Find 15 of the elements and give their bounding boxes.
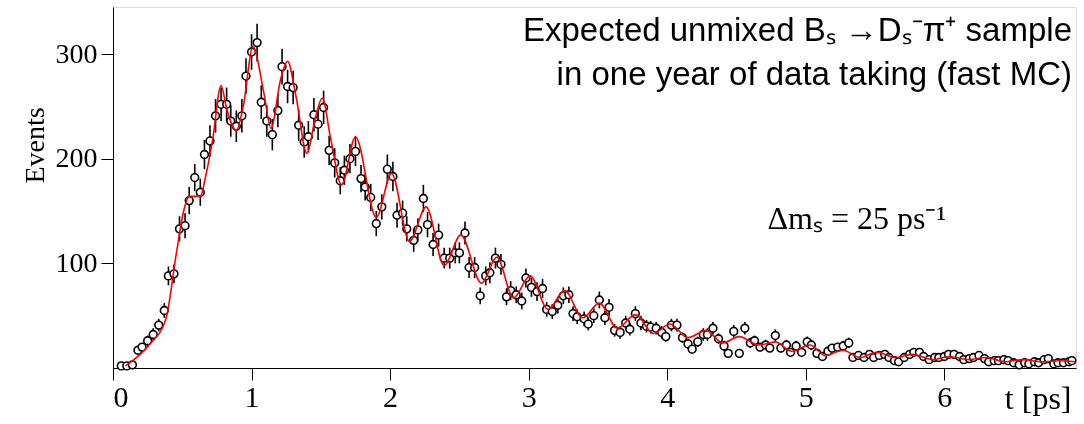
x-axis-title: t [ps] (1004, 379, 1072, 416)
x-tick-label: 4 (660, 379, 676, 413)
x-tick-label: 0 (113, 379, 129, 413)
x-tick-label: 6 (937, 379, 953, 413)
y-axis-title: Events (18, 107, 50, 184)
annotation: in one year of data taking (fast MC) (556, 55, 1072, 92)
x-tick-label: 1 (244, 379, 260, 413)
x-tick-label: 2 (383, 379, 399, 413)
y-tick-label: 200 (55, 142, 98, 174)
annotation: Δmₛ = 25 ps⁻¹ (767, 200, 946, 236)
x-tick-label: 3 (521, 379, 537, 413)
y-tick-label: 300 (55, 37, 98, 69)
y-tick-label: 100 (55, 246, 98, 278)
annotation: Expected unmixed Bₛ →Dₛ⁻π⁺ sample (523, 11, 1072, 48)
x-tick-label: 5 (798, 379, 814, 413)
